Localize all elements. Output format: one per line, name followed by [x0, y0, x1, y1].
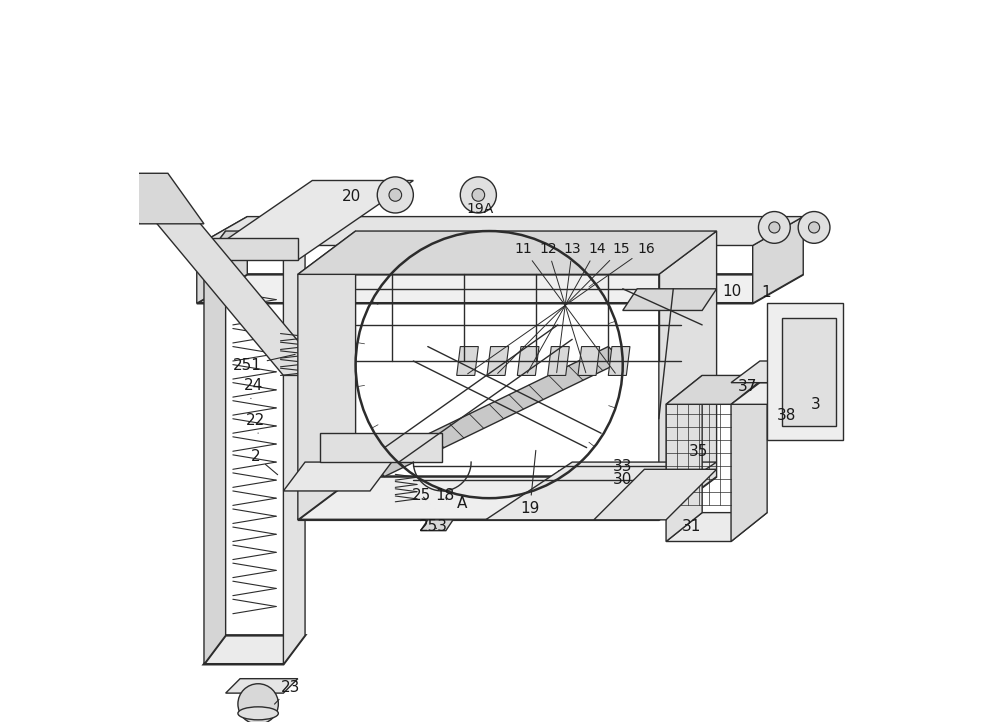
Circle shape — [472, 188, 485, 201]
Circle shape — [377, 177, 413, 213]
Text: 14: 14 — [527, 242, 606, 373]
Polygon shape — [298, 477, 717, 520]
Circle shape — [389, 188, 402, 201]
Polygon shape — [608, 347, 630, 375]
Text: 20: 20 — [342, 189, 362, 204]
Text: 16: 16 — [468, 242, 655, 374]
Polygon shape — [666, 375, 767, 404]
Polygon shape — [139, 202, 327, 375]
Polygon shape — [283, 462, 392, 491]
Polygon shape — [283, 231, 305, 664]
Polygon shape — [487, 347, 509, 375]
Polygon shape — [731, 361, 818, 383]
Polygon shape — [197, 180, 413, 260]
Text: 10: 10 — [722, 284, 742, 299]
Polygon shape — [320, 433, 442, 462]
Circle shape — [798, 212, 830, 243]
Polygon shape — [298, 231, 717, 274]
Text: 11: 11 — [514, 242, 615, 373]
Text: 23: 23 — [275, 679, 301, 704]
Circle shape — [758, 212, 790, 243]
Polygon shape — [226, 679, 298, 693]
Polygon shape — [197, 238, 298, 260]
Text: 19: 19 — [520, 451, 540, 516]
Text: 22: 22 — [246, 412, 265, 433]
Circle shape — [460, 177, 496, 213]
Polygon shape — [204, 231, 305, 260]
Ellipse shape — [238, 707, 278, 720]
Polygon shape — [204, 231, 226, 664]
Polygon shape — [548, 347, 569, 375]
Text: 24: 24 — [244, 378, 263, 399]
Text: 33: 33 — [613, 459, 632, 474]
Text: 31: 31 — [682, 518, 701, 534]
Polygon shape — [666, 375, 702, 542]
Text: 253: 253 — [419, 518, 448, 534]
Circle shape — [809, 222, 820, 233]
Polygon shape — [370, 347, 623, 477]
Polygon shape — [110, 173, 204, 224]
Text: 13: 13 — [557, 242, 581, 373]
Text: 3: 3 — [810, 397, 820, 412]
Polygon shape — [782, 318, 836, 426]
Text: 18: 18 — [435, 487, 454, 503]
Polygon shape — [578, 347, 600, 375]
Polygon shape — [517, 347, 539, 375]
Polygon shape — [594, 469, 717, 520]
Polygon shape — [197, 217, 247, 303]
Polygon shape — [753, 217, 803, 303]
Text: 30: 30 — [613, 466, 632, 487]
Polygon shape — [767, 303, 843, 440]
Text: 35: 35 — [689, 444, 709, 459]
Polygon shape — [197, 217, 803, 245]
Text: 1: 1 — [761, 285, 771, 300]
Text: 12: 12 — [539, 242, 586, 373]
Text: 19A: 19A — [466, 202, 493, 216]
Polygon shape — [731, 383, 818, 404]
Polygon shape — [204, 635, 305, 664]
Polygon shape — [197, 274, 803, 303]
Text: 15: 15 — [498, 242, 630, 373]
Polygon shape — [457, 347, 478, 375]
Text: 2: 2 — [251, 448, 278, 475]
Text: 25: 25 — [412, 487, 431, 503]
Text: 37: 37 — [738, 379, 758, 394]
Text: 38: 38 — [777, 408, 796, 423]
Circle shape — [769, 222, 780, 233]
Text: A: A — [457, 496, 467, 510]
Polygon shape — [623, 289, 717, 310]
Polygon shape — [666, 513, 767, 542]
Polygon shape — [421, 520, 453, 531]
Polygon shape — [731, 375, 767, 542]
Circle shape — [238, 684, 278, 722]
Text: 251: 251 — [233, 355, 295, 373]
Polygon shape — [486, 462, 717, 520]
Polygon shape — [298, 231, 356, 520]
Polygon shape — [659, 231, 717, 520]
